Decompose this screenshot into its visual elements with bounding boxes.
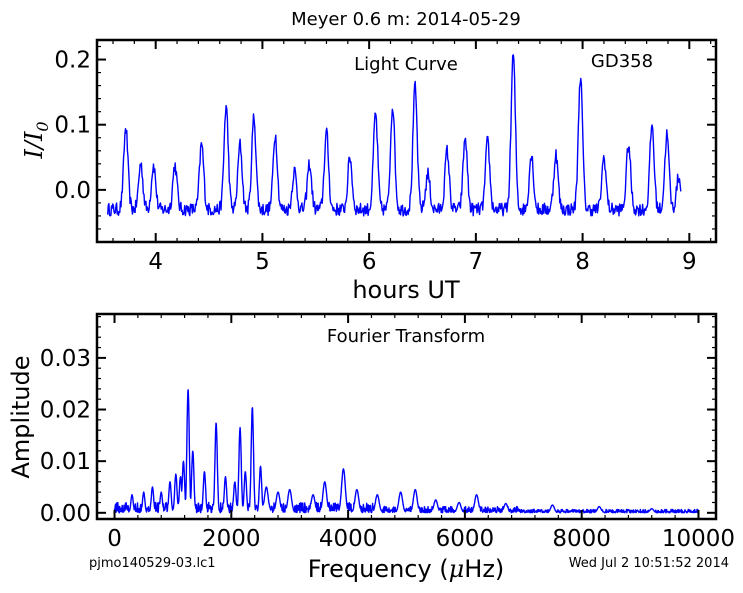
x-tick-label: 6000	[436, 526, 495, 552]
y-tick-label: 0.00	[40, 501, 91, 527]
x-tick-label: 2000	[202, 526, 261, 552]
light-curve-x-tick-labels: 4 5 6 7 8 9	[148, 249, 696, 275]
fourier-transform-y-axis-label: Amplitude	[7, 356, 35, 479]
x-tick-label: 10000	[662, 526, 735, 552]
y-tick-label: 0.0	[54, 178, 91, 204]
y-tick-label: 0.2	[54, 48, 91, 74]
fourier-transform-annotation: Fourier Transform	[327, 326, 485, 347]
figure-title: Meyer 0.6 m: 2014-05-29	[291, 9, 521, 30]
footer-timestamp: Wed Jul 2 10:51:52 2014	[569, 556, 729, 571]
fourier-transform-trace	[113, 389, 699, 514]
fourier-transform-x-axis-label: Frequency (μHz)	[308, 555, 505, 583]
fourier-transform-frame	[95, 312, 718, 521]
x-tick-label: 5	[255, 249, 270, 275]
x-tick-label: 4	[148, 249, 163, 275]
x-tick-label: 6	[362, 249, 377, 275]
fourier-transform-panel: 0 2000 4000 6000 8000 10000 0.000.010.020.03 …	[7, 312, 735, 583]
star-name-annotation: GD358	[591, 51, 653, 72]
footer-filename: pjmo140529-03.lc1	[89, 556, 216, 571]
light-curve-frame	[95, 38, 718, 244]
fourier-transform-y-tick-labels: 0.00 0.01 0.02 0.03	[40, 346, 91, 527]
light-curve-trace	[107, 54, 682, 217]
x-tick-label: 9	[682, 249, 697, 275]
x-tick-label: 8000	[552, 526, 611, 552]
light-curve-y-axis-label: I/I0	[20, 121, 52, 159]
light-curve-y-tick-labels: 0.0 0.1 0.2	[54, 48, 91, 204]
y-tick-label: 0.03	[40, 346, 91, 372]
light-curve-panel: 4 5 6 7 8 9 0.0 0.1 0.2 Light Curve GD358 hours…	[20, 38, 718, 304]
y-tick-label: 0.1	[54, 113, 91, 139]
x-tick-label: 4000	[319, 526, 378, 552]
fourier-transform-x-tick-labels: 0 2000 4000 6000 8000 10000	[107, 526, 735, 552]
svg-text:I/I0: I/I0	[20, 121, 52, 159]
x-tick-label: 7	[469, 249, 484, 275]
light-curve-x-axis-label: hours UT	[352, 276, 460, 304]
y-tick-label: 0.02	[40, 398, 91, 424]
light-curve-annotation: Light Curve	[354, 54, 458, 75]
x-tick-label: 0	[107, 526, 122, 552]
x-tick-label: 8	[575, 249, 590, 275]
y-tick-label: 0.01	[40, 449, 91, 475]
